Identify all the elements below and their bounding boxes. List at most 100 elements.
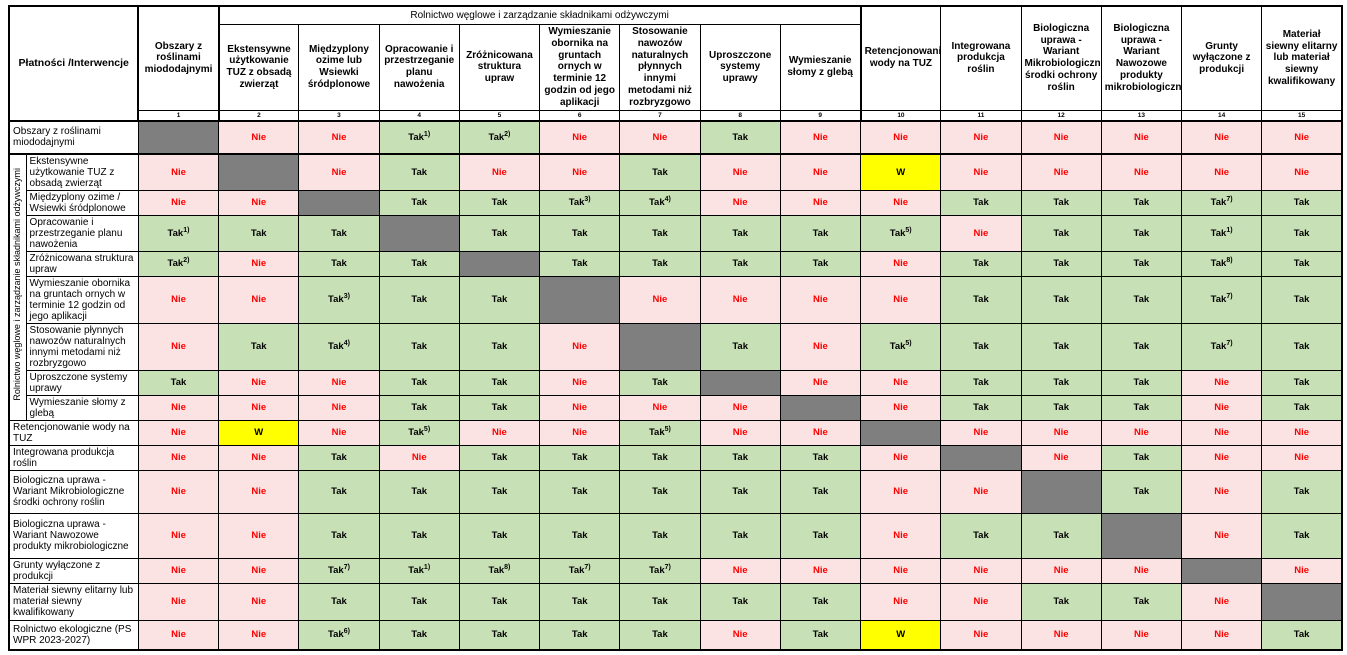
footnote-marker: 1) xyxy=(423,130,431,138)
cell-r11-c7: Tak xyxy=(619,444,701,471)
cell-r14-c1: Nie xyxy=(137,557,220,584)
cell-r12-c12-diagonal xyxy=(1020,469,1102,514)
cell-r3-c4: Tak xyxy=(378,189,460,216)
cell-r16-c8: Nie xyxy=(699,619,781,651)
cell-r1-c12: Nie xyxy=(1020,120,1102,155)
cell-r10-c13: Nie xyxy=(1100,419,1183,446)
cell-r5-c9: Tak xyxy=(779,250,862,277)
column-number-2: 2 xyxy=(217,109,300,122)
table-header: Płatności /Interwencje Obszary z roślinam… xyxy=(8,5,1343,122)
cell-r2-c10: W xyxy=(860,152,942,191)
cell-r4-c12: Tak xyxy=(1020,214,1102,252)
table-row-12: Biologiczna uprawa - Wariant Mikrobiolog… xyxy=(8,469,1343,514)
cell-r6-c1: Nie xyxy=(137,275,220,324)
cell-r3-c14: Tak7) xyxy=(1180,189,1263,216)
cell-r15-c15-diagonal xyxy=(1261,582,1343,621)
column-number-6: 6 xyxy=(539,109,621,122)
cell-r3-c5: Tak xyxy=(458,189,541,216)
cell-r11-c12: Nie xyxy=(1020,444,1102,471)
cell-r13-c5: Tak xyxy=(458,512,541,559)
cell-r3-c13: Tak xyxy=(1100,189,1183,216)
footnote-marker: 4) xyxy=(343,339,350,347)
row-label-11: Integrowana produkcja roślin xyxy=(8,444,139,471)
cell-r8-c5: Tak xyxy=(458,369,541,396)
row-label-4: Opracowanie i przestrzeganie planu nawoż… xyxy=(25,214,139,252)
column-header-13: Biologiczna uprawa - Wariant Nawozowe pr… xyxy=(1100,5,1183,111)
table-row-8: Uproszczone systemy uprawy Tak Nie Nie Tak Ta… xyxy=(9,369,1343,396)
cell-r8-c6: Nie xyxy=(539,369,621,396)
column-header-11: Integrowana produkcja roślin xyxy=(940,5,1022,111)
cell-r16-c7: Tak xyxy=(619,619,701,651)
cell-r11-c14: Nie xyxy=(1180,444,1263,471)
footnote-marker: 3) xyxy=(343,292,350,300)
cell-r14-c2: Nie xyxy=(218,557,300,584)
column-header-15: Materiał siewny elitarny lub materiał si… xyxy=(1261,5,1343,111)
footnote-marker: 7) xyxy=(584,563,591,571)
cell-r4-c6: Tak xyxy=(539,214,621,252)
cell-r9-c3: Nie xyxy=(298,394,380,421)
cell-r2-c3: Nie xyxy=(298,152,380,191)
column-number-10: 10 xyxy=(859,109,942,122)
cell-r5-c10: Nie xyxy=(860,250,942,277)
cell-r9-c1: Nie xyxy=(137,394,220,421)
cell-r16-c15: Tak xyxy=(1261,619,1343,651)
cell-r9-c8: Nie xyxy=(699,394,781,421)
cell-r16-c6: Tak xyxy=(539,619,621,651)
table-row-6: Wymieszanie obornika na gruntach ornych … xyxy=(9,275,1343,324)
row-label-15: Materiał siewny elitarny lub materiał si… xyxy=(8,582,139,621)
column-header-9: Wymieszanie słomy z glebą xyxy=(779,24,862,111)
cell-r9-c10: Nie xyxy=(860,394,942,421)
cell-r9-c6: Nie xyxy=(539,394,621,421)
row-label-7: Stosowanie płynnych nawozów naturalnych … xyxy=(25,322,139,371)
cell-r12-c2: Nie xyxy=(218,469,300,514)
cell-r16-c14: Nie xyxy=(1180,619,1263,651)
cell-r8-c13: Tak xyxy=(1100,369,1183,396)
cell-r9-c4: Tak xyxy=(378,394,460,421)
row-label-3: Międzyplony ozime / Wsiewki śródplonowe xyxy=(25,189,139,216)
cell-r6-c12: Tak xyxy=(1020,275,1102,324)
cell-r14-c10: Nie xyxy=(860,557,942,584)
cell-r5-c15: Tak xyxy=(1261,250,1343,277)
cell-r5-c14: Tak8) xyxy=(1180,250,1263,277)
cell-r8-c9: Nie xyxy=(779,369,862,396)
cell-r6-c4: Tak xyxy=(378,275,460,324)
cell-r10-c9: Nie xyxy=(779,419,862,446)
table-row-4: Opracowanie i przestrzeganie planu nawoż… xyxy=(9,214,1343,252)
header-group-row: Płatności /Interwencje Obszary z roślinam… xyxy=(8,5,1343,122)
column-header-1: Obszary z roślinami miododajnymi xyxy=(137,5,220,111)
column-header-7: Stosowanie nawozów naturalnych płynnych … xyxy=(619,24,701,111)
cell-r14-c11: Nie xyxy=(940,557,1022,584)
cell-r4-c3: Tak xyxy=(298,214,380,252)
column-header-14: Grunty wyłączone z produkcji xyxy=(1180,5,1263,111)
cell-r8-c8-diagonal xyxy=(699,369,781,396)
cell-r16-c3: Tak6) xyxy=(298,619,380,651)
cell-r11-c9: Tak xyxy=(779,444,862,471)
cell-r5-c6: Tak xyxy=(539,250,621,277)
footnote-marker: 8) xyxy=(504,563,511,571)
cell-r10-c6: Nie xyxy=(539,419,621,446)
cell-r14-c3: Tak7) xyxy=(298,557,380,584)
row-label-8: Uproszczone systemy uprawy xyxy=(25,369,139,396)
footnote-marker: 7) xyxy=(343,563,350,571)
cell-r12-c13: Tak xyxy=(1100,469,1183,514)
footnote-marker: 3) xyxy=(584,195,591,203)
cell-r3-c1: Nie xyxy=(137,189,220,216)
table-row-10: Retencjonowanie wody na TUZ Nie W Nie Tak5) N… xyxy=(8,419,1343,446)
row-label-14: Grunty wyłączone z produkcji xyxy=(8,557,139,584)
row-label-5: Zróżnicowana struktura upraw xyxy=(25,250,139,277)
cell-r10-c8: Nie xyxy=(699,419,781,446)
cell-r14-c8: Nie xyxy=(699,557,781,584)
column-number-14: 14 xyxy=(1180,109,1263,122)
column-header-3: Międzyplony ozime lub Wsiewki śródplonow… xyxy=(298,24,380,111)
cell-r2-c7: Tak xyxy=(619,152,701,191)
cell-r5-c1: Tak2) xyxy=(137,250,220,277)
cell-r12-c1: Nie xyxy=(137,469,220,514)
cell-r6-c14: Tak7) xyxy=(1180,275,1263,324)
header-number-row: 1 2 3 4 5 6 7 8 9 10 11 12 13 14 15 xyxy=(9,109,1343,122)
cell-r6-c2: Nie xyxy=(218,275,300,324)
cell-r13-c3: Tak xyxy=(298,512,380,559)
footnote-marker: 2) xyxy=(183,256,190,264)
cell-r16-c1: Nie xyxy=(137,619,220,651)
column-number-7: 7 xyxy=(619,109,701,122)
cell-r1-c4: Tak1) xyxy=(378,120,460,155)
